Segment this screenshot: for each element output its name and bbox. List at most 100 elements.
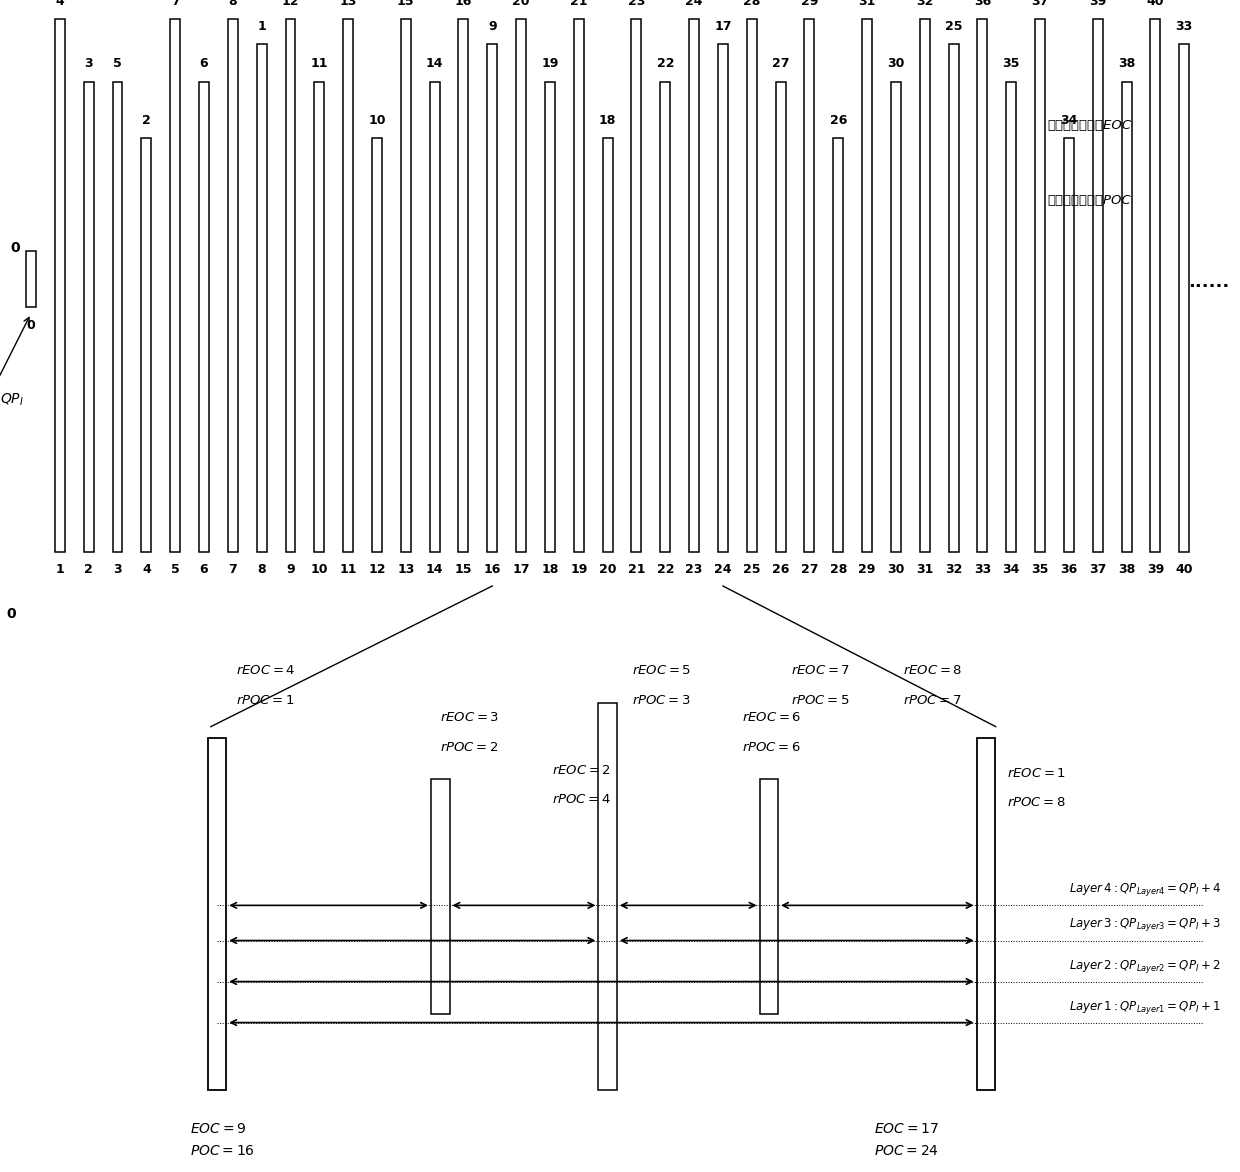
Bar: [315, 82, 325, 552]
Text: 1: 1: [257, 20, 267, 33]
Bar: [805, 19, 815, 552]
Text: 20: 20: [599, 563, 616, 577]
Text: $EOC=9$: $EOC=9$: [190, 1123, 246, 1136]
Text: 4: 4: [141, 563, 151, 577]
Text: $rPOC=1$: $rPOC=1$: [236, 694, 294, 707]
Text: 18: 18: [599, 114, 616, 127]
Text: 16: 16: [484, 563, 501, 577]
Text: 22: 22: [656, 563, 675, 577]
Bar: [833, 138, 843, 552]
Text: 34: 34: [1002, 563, 1021, 577]
Text: $rEOC=3$: $rEOC=3$: [440, 711, 500, 724]
Text: 2: 2: [141, 114, 151, 127]
Text: 32: 32: [916, 0, 934, 7]
Text: 36: 36: [973, 0, 991, 7]
Text: 39: 39: [1147, 563, 1164, 577]
Text: 22: 22: [656, 57, 675, 70]
Text: 7: 7: [228, 563, 237, 577]
Text: 2: 2: [84, 563, 93, 577]
Text: 28: 28: [830, 563, 847, 577]
Bar: [401, 19, 410, 552]
Text: 23: 23: [627, 0, 645, 7]
Bar: [920, 19, 930, 552]
Text: $rEOC=8$: $rEOC=8$: [903, 665, 962, 677]
Text: 5: 5: [171, 563, 180, 577]
Text: $rEOC=7$: $rEOC=7$: [791, 665, 851, 677]
Text: $POC=24$: $POC=24$: [874, 1144, 939, 1158]
Bar: [689, 19, 699, 552]
Text: 28: 28: [743, 0, 760, 7]
Text: 21: 21: [627, 563, 645, 577]
Text: 24: 24: [714, 563, 732, 577]
Text: 12: 12: [281, 0, 299, 7]
Bar: [257, 43, 267, 552]
Text: $rPOC=3$: $rPOC=3$: [632, 694, 691, 707]
Text: 37: 37: [1032, 0, 1049, 7]
Text: 33: 33: [1176, 20, 1193, 33]
Text: 24: 24: [686, 0, 703, 7]
Text: 每帧下方标号为POC: 每帧下方标号为POC: [1048, 195, 1131, 207]
Bar: [598, 703, 618, 1090]
Text: $rPOC=6$: $rPOC=6$: [742, 741, 800, 754]
Text: 5: 5: [113, 57, 122, 70]
Bar: [459, 19, 469, 552]
Text: 17: 17: [512, 563, 529, 577]
Text: 13: 13: [340, 0, 357, 7]
Text: 21: 21: [570, 0, 588, 7]
Text: 30: 30: [887, 563, 905, 577]
Bar: [432, 779, 449, 1014]
Text: 26: 26: [771, 563, 790, 577]
Text: 18: 18: [541, 563, 559, 577]
Text: 31: 31: [916, 563, 934, 577]
Bar: [631, 19, 641, 552]
Text: 32: 32: [945, 563, 962, 577]
Text: 36: 36: [1060, 563, 1078, 577]
Text: 26: 26: [830, 114, 847, 127]
Bar: [949, 43, 959, 552]
Text: 29: 29: [858, 563, 875, 577]
Bar: [746, 19, 756, 552]
Text: $Layer\,4:QP_{Layer4}=QP_I+4$: $Layer\,4:QP_{Layer4}=QP_I+4$: [1069, 881, 1221, 898]
Text: 13: 13: [397, 563, 414, 577]
Bar: [1064, 138, 1074, 552]
Bar: [718, 43, 728, 552]
Text: 29: 29: [801, 0, 818, 7]
Bar: [603, 138, 613, 552]
Text: 40: 40: [1147, 0, 1164, 7]
Text: 8: 8: [258, 563, 265, 577]
Bar: [141, 138, 151, 552]
Bar: [26, 251, 36, 307]
Bar: [1151, 19, 1161, 552]
Text: $rEOC=2$: $rEOC=2$: [552, 764, 610, 777]
Text: 1: 1: [56, 563, 64, 577]
Text: $rPOC=5$: $rPOC=5$: [791, 694, 849, 707]
Text: 25: 25: [945, 20, 962, 33]
Text: 30: 30: [887, 57, 905, 70]
Text: 6: 6: [200, 57, 208, 70]
Bar: [228, 19, 238, 552]
Text: 35: 35: [1002, 57, 1021, 70]
Bar: [198, 82, 208, 552]
Text: 31: 31: [858, 0, 875, 7]
Text: 27: 27: [801, 563, 818, 577]
Bar: [890, 82, 900, 552]
Text: 37: 37: [1089, 563, 1106, 577]
Bar: [372, 138, 382, 552]
Text: 38: 38: [1118, 57, 1135, 70]
Bar: [546, 82, 556, 552]
Bar: [776, 82, 785, 552]
Text: $EOC=17$: $EOC=17$: [874, 1123, 939, 1136]
Bar: [1092, 19, 1102, 552]
Text: $rEOC=5$: $rEOC=5$: [632, 665, 692, 677]
Bar: [170, 19, 180, 552]
Bar: [285, 19, 295, 552]
Bar: [487, 43, 497, 552]
Text: 14: 14: [425, 57, 444, 70]
Text: 11: 11: [310, 57, 329, 70]
Text: ......: ......: [1188, 273, 1230, 291]
Text: $rPOC=7$: $rPOC=7$: [903, 694, 961, 707]
Bar: [343, 19, 353, 552]
Text: 6: 6: [200, 563, 208, 577]
Bar: [977, 738, 996, 1090]
Bar: [516, 19, 526, 552]
